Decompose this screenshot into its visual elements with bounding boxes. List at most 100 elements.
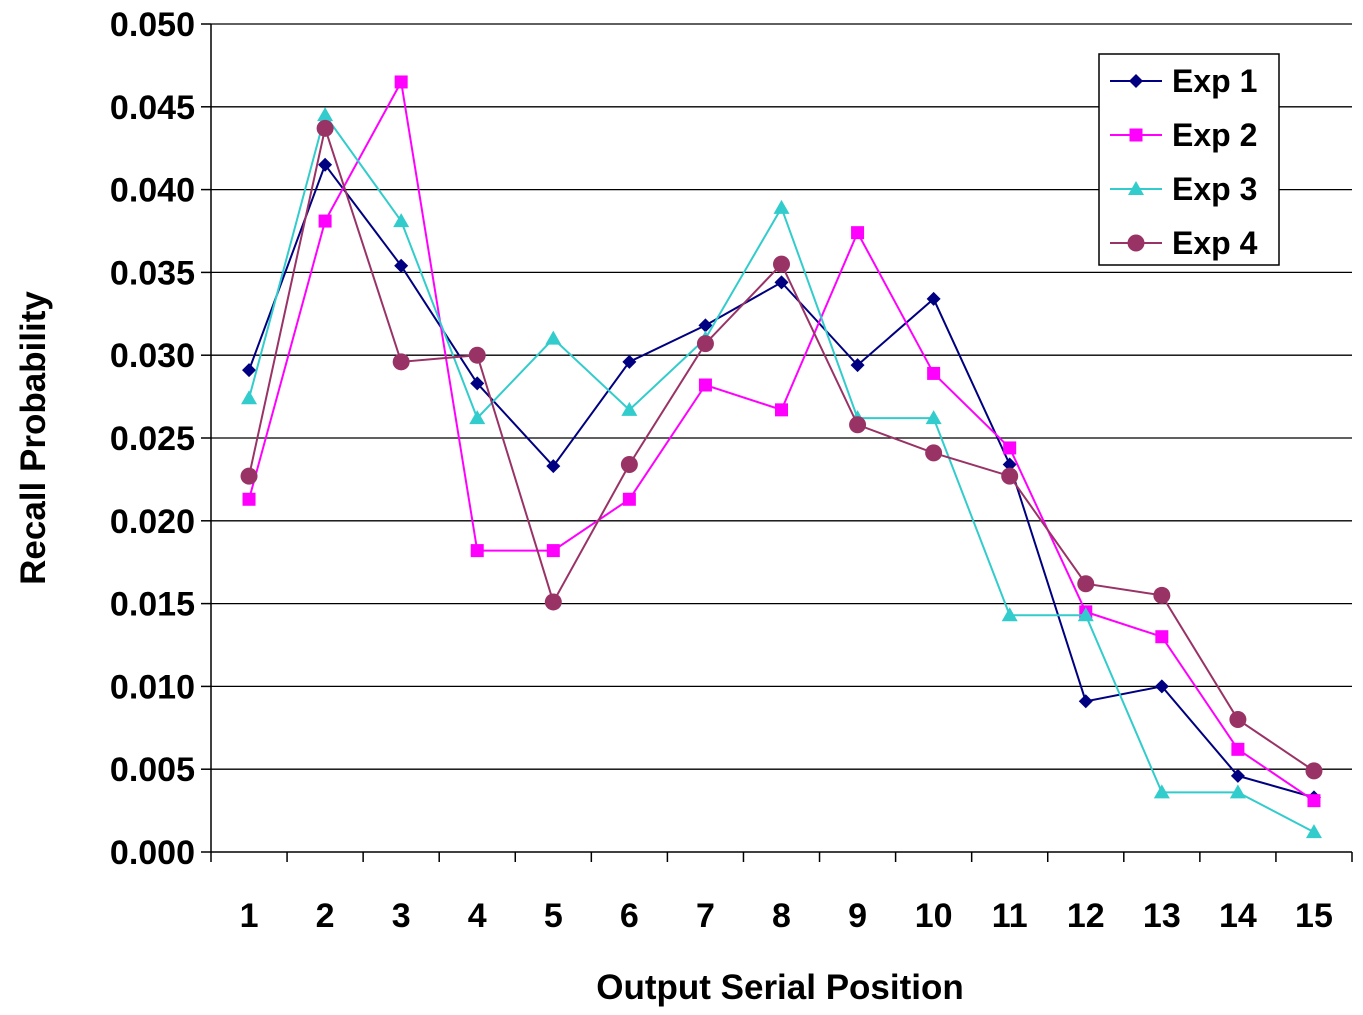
legend-label: Exp 4 (1172, 225, 1258, 261)
data-point (317, 107, 334, 122)
data-point (242, 363, 257, 378)
x-tick-label: 14 (1219, 897, 1257, 935)
data-point (469, 410, 486, 425)
data-point (546, 459, 561, 474)
axes (201, 23, 1353, 862)
x-tick-label: 7 (696, 897, 715, 935)
x-tick-labels: 1 2 3 4 5 6 7 8 9 10 11 12 13 14 15 (240, 897, 1333, 935)
data-point (1154, 679, 1169, 694)
data-point (1003, 441, 1017, 455)
data-point (1002, 457, 1017, 472)
y-tick-label: 0.020 (110, 503, 195, 541)
legend-marker (1129, 128, 1143, 142)
data-point (927, 366, 941, 380)
data-point (622, 354, 637, 369)
x-tick-label: 10 (915, 897, 953, 935)
data-point (925, 410, 942, 425)
x-tick-label: 1 (240, 897, 259, 935)
legend-label: Exp 3 (1172, 171, 1257, 207)
data-point (470, 376, 485, 391)
data-point (698, 318, 713, 333)
legend-item: Exp 3 (1110, 171, 1257, 207)
y-axis-title: Recall Probability (14, 291, 53, 585)
y-tick-label: 0.045 (110, 89, 195, 127)
y-tick-label: 0.025 (110, 420, 195, 458)
data-point (1001, 607, 1018, 622)
data-point (468, 346, 486, 364)
legend-item: Exp 1 (1110, 63, 1257, 99)
data-point (925, 444, 943, 462)
data-point (393, 213, 410, 228)
data-point (392, 353, 410, 371)
y-tick-label: 0.000 (110, 834, 195, 872)
y-tick-label: 0.005 (110, 751, 195, 789)
data-point (1307, 794, 1321, 808)
data-point (241, 390, 258, 405)
data-point (773, 255, 790, 273)
y-tick-label: 0.050 (110, 6, 195, 44)
x-tick-label: 4 (468, 897, 487, 935)
data-point (926, 291, 941, 306)
y-tick-label: 0.040 (110, 172, 195, 210)
x-axis-title: Output Serial Position (596, 968, 964, 1007)
data-point (1229, 711, 1247, 729)
data-point (851, 226, 865, 240)
x-tick-label: 6 (620, 897, 639, 935)
data-point (1305, 824, 1322, 839)
data-point (242, 492, 256, 506)
x-tick-label: 2 (316, 897, 335, 935)
series-2 (242, 75, 1321, 808)
x-tick-label: 12 (1067, 897, 1105, 935)
data-point (850, 358, 865, 373)
data-point (773, 199, 790, 214)
data-point (621, 401, 638, 416)
data-point (1231, 742, 1245, 756)
legend-label: Exp 1 (1172, 63, 1257, 99)
data-point (1078, 694, 1093, 709)
data-point (775, 403, 788, 417)
x-tick-label: 9 (848, 897, 867, 935)
x-tick-label: 3 (392, 897, 411, 935)
data-point (545, 330, 562, 345)
series (240, 75, 1323, 839)
data-point (1077, 575, 1095, 593)
legend-item: Exp 4 (1110, 225, 1258, 261)
data-point (1155, 630, 1169, 644)
data-point (318, 214, 332, 228)
data-point (620, 455, 638, 473)
y-tick-label: 0.035 (110, 254, 195, 292)
x-tick-label: 8 (772, 897, 791, 935)
x-tick-label: 5 (544, 897, 563, 935)
data-point (546, 544, 560, 558)
data-point (318, 157, 333, 172)
data-point (1229, 784, 1246, 799)
y-tick-label: 0.015 (110, 586, 195, 624)
data-point (544, 593, 562, 611)
data-point (1153, 586, 1171, 604)
data-point (774, 275, 789, 290)
y-tick-labels: 0.000 0.005 0.010 0.015 0.020 0.025 0.030 0.035… (110, 6, 195, 872)
data-point (1001, 467, 1019, 485)
data-point (698, 378, 712, 392)
series-1 (242, 157, 1321, 805)
x-tick-label: 15 (1295, 897, 1333, 935)
legend-item: Exp 2 (1110, 117, 1257, 153)
legend-marker (1128, 181, 1144, 195)
data-point (394, 258, 409, 273)
y-tick-label: 0.010 (110, 668, 195, 706)
data-point (1077, 607, 1094, 622)
x-tick-label: 11 (992, 897, 1028, 935)
x-tick-label: 13 (1143, 897, 1181, 935)
data-point (696, 335, 714, 353)
data-point (316, 119, 334, 137)
legend-marker (1127, 234, 1145, 252)
legend-label: Exp 2 (1172, 117, 1257, 153)
legend-marker (1129, 74, 1143, 88)
data-point (1230, 768, 1245, 783)
data-point (394, 75, 408, 89)
data-point (470, 544, 484, 558)
data-point (1153, 784, 1170, 799)
legend: Exp 1 Exp 2 Exp 3 Exp 4 (1098, 53, 1280, 266)
data-point (240, 467, 258, 485)
